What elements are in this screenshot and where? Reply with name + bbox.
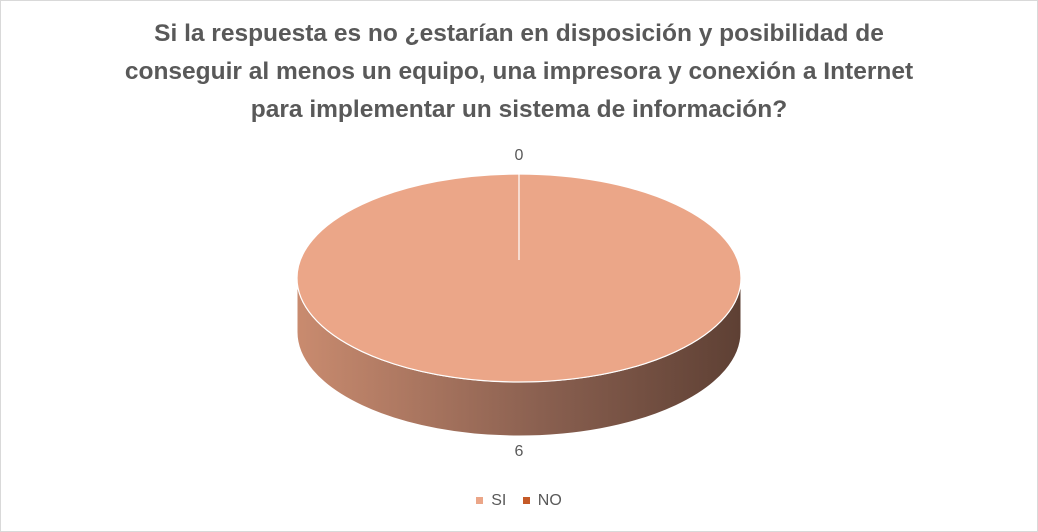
chart-title-line-3: para implementar un sistema de informaci… — [250, 96, 788, 123]
legend-label-si: SI — [491, 491, 507, 509]
chart-title-line-1: Si la respuesta es no ¿estarían en dispo… — [154, 20, 884, 47]
legend-swatch-no — [522, 497, 530, 504]
legend-swatch-si — [476, 497, 484, 504]
chart-title: Si la respuesta es no ¿estarían en dispo… — [1, 15, 1037, 129]
legend-label-no: NO — [537, 491, 562, 509]
pie-chart: 0 6 — [296, 147, 742, 460]
data-label-si: 6 — [515, 443, 524, 460]
legend: SI NO — [1, 491, 1037, 510]
legend-item-no: NO — [522, 491, 562, 510]
legend-item-si: SI — [476, 492, 506, 510]
data-label-no: 0 — [515, 147, 524, 164]
chart-title-line-2: conseguir al menos un equipo, una impres… — [124, 58, 914, 85]
